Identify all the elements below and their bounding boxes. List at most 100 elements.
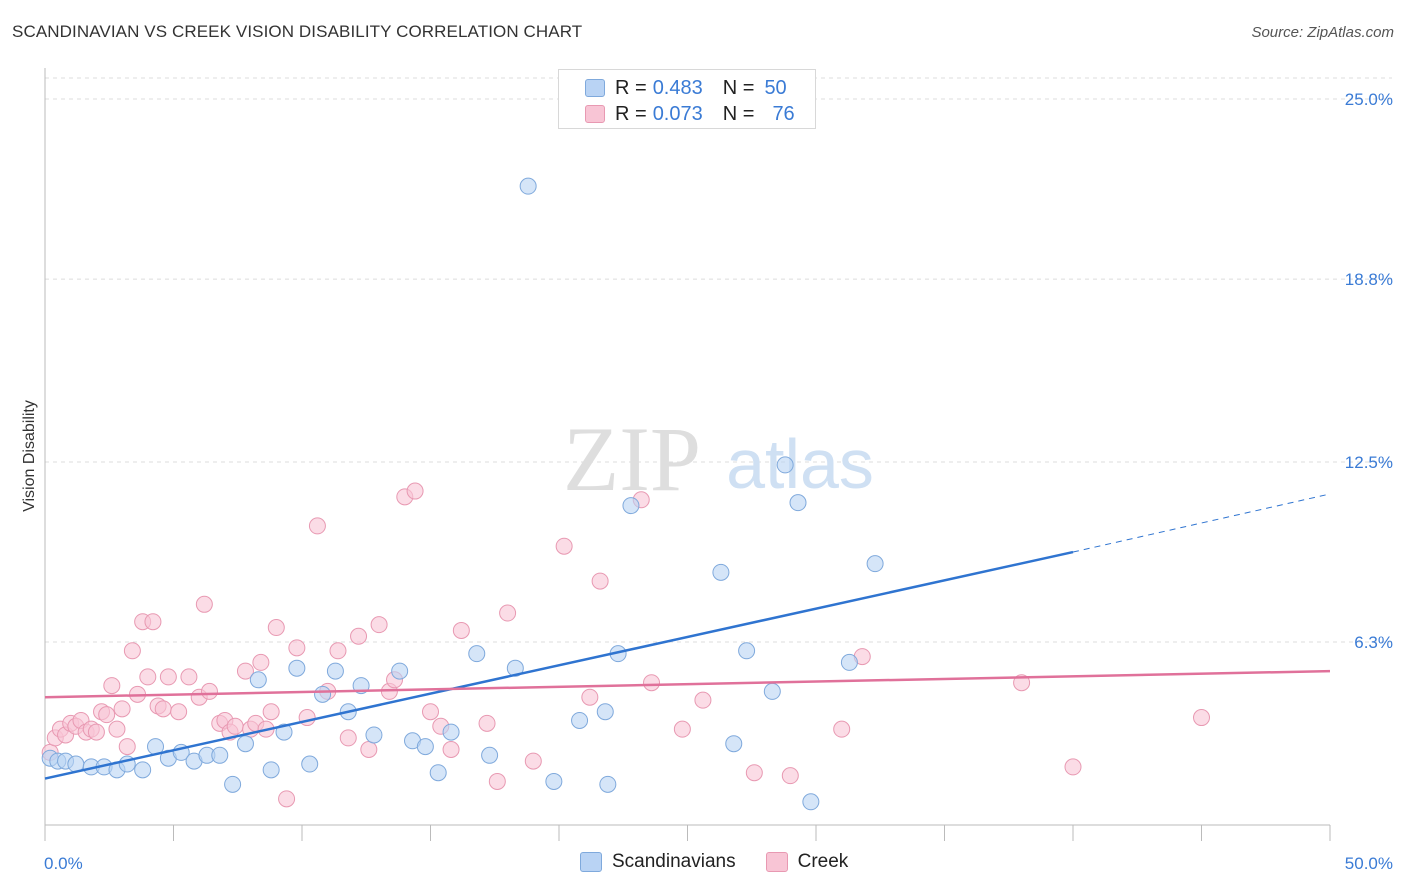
creek-point xyxy=(1193,709,1210,727)
creek-point xyxy=(488,772,506,790)
creek-point xyxy=(591,572,609,590)
creek-point xyxy=(422,703,439,721)
creek-point xyxy=(267,619,285,637)
scandinavians-point xyxy=(288,659,306,677)
creek-point xyxy=(308,517,326,535)
creek-point xyxy=(1013,674,1031,692)
stats-row-creek: R = 0.073 N = 76 xyxy=(585,101,795,127)
creek-point xyxy=(833,720,851,738)
legend-swatch-creek xyxy=(765,852,788,872)
axis-layer xyxy=(44,68,1331,841)
scandinavians-point xyxy=(249,671,267,689)
legend-item-scandinavians[interactable]: Scandinavians xyxy=(580,851,736,873)
scandinavians-point xyxy=(802,793,820,811)
chart-title: SCANDINAVIAN VS CREEK VISION DISABILITY … xyxy=(12,22,583,41)
creek-point xyxy=(360,741,378,758)
watermark: ZIP atlas xyxy=(563,408,874,510)
creek-point xyxy=(694,691,712,709)
scandinavians-point xyxy=(776,456,794,474)
swatch-creek xyxy=(585,105,605,123)
creek-point xyxy=(98,706,116,724)
creek-trendline xyxy=(44,669,1331,699)
creek-point xyxy=(643,674,661,692)
creek-point xyxy=(278,790,296,808)
source-label: Source: ZipAtlas.com xyxy=(1251,24,1394,41)
watermark-atlas: atlas xyxy=(726,425,874,503)
creek-point xyxy=(555,537,573,555)
scandinavians-point xyxy=(211,746,229,764)
scandinavians-point xyxy=(763,682,781,700)
watermark-zip: ZIP xyxy=(563,408,701,510)
creek-point xyxy=(329,642,347,660)
swatch-scandinavians xyxy=(585,79,605,97)
scandinavians-point xyxy=(866,555,884,573)
legend-swatch-scandinavians xyxy=(580,852,602,872)
r-label: R = xyxy=(615,76,647,99)
creek-point xyxy=(673,720,691,738)
creek-point xyxy=(103,677,121,695)
y-tick-label: 25.0% xyxy=(1345,90,1393,109)
series-legend: Scandinavians Creek xyxy=(580,851,878,873)
scandinavians-point xyxy=(481,746,499,764)
creek-point xyxy=(139,668,157,686)
creek-point xyxy=(113,700,131,718)
creek-point xyxy=(745,764,763,782)
scandinavians-point xyxy=(262,761,280,779)
scandinavians-point xyxy=(789,494,807,512)
creek-point xyxy=(108,720,126,738)
scandinavians-point xyxy=(571,711,589,729)
y-tick-label: 12.5% xyxy=(1345,453,1393,472)
scandinavians-point xyxy=(545,772,563,790)
stats-legend: R = 0.483 N = 50 R = 0.073 N = 76 xyxy=(558,69,816,129)
creek-point xyxy=(195,595,213,613)
n-label: N = xyxy=(722,76,755,99)
stats-row-scandinavians: R = 0.483 N = 50 xyxy=(585,75,787,101)
scandinavians-point xyxy=(712,563,730,581)
creek-point xyxy=(226,717,244,735)
legend-label-creek: Creek xyxy=(797,851,849,872)
scandinavians-point xyxy=(840,653,858,671)
creek-point xyxy=(478,714,496,732)
creek-point xyxy=(123,642,141,660)
n-value: 50 xyxy=(764,76,787,99)
scandinavians-point xyxy=(365,726,383,744)
creek-point xyxy=(118,738,136,756)
creek-point xyxy=(350,627,368,645)
n-label: N = xyxy=(722,102,755,125)
scandinavians-point xyxy=(236,735,254,753)
grid-layer xyxy=(45,77,1392,643)
scandinavians-point xyxy=(224,775,242,793)
scandinavians-point xyxy=(134,761,152,779)
tick-label-layer: 6.3% 12.5% 18.8% 25.0% 0.0% 50.0% xyxy=(44,90,1393,873)
creek-point xyxy=(180,668,198,686)
creek-point xyxy=(524,752,542,770)
scandinavians-point xyxy=(738,642,756,660)
scandinavians-point xyxy=(468,645,486,663)
r-value: 0.483 xyxy=(652,76,703,99)
creek-point xyxy=(781,767,799,785)
x-tick-label: 50.0% xyxy=(1345,854,1393,873)
creek-point xyxy=(262,703,280,721)
scandinavians-point xyxy=(429,764,447,782)
r-label: R = xyxy=(615,102,647,125)
creek-point xyxy=(252,653,270,671)
legend-item-creek[interactable]: Creek xyxy=(765,851,849,873)
trend-layer xyxy=(44,493,1331,780)
scandinavians-point xyxy=(314,685,332,703)
creek-point xyxy=(288,639,306,657)
creek-point xyxy=(87,723,105,741)
creek-point xyxy=(442,741,460,758)
scandinavians-trendline xyxy=(44,550,1074,780)
r-value: 0.073 xyxy=(652,102,703,125)
creek-point xyxy=(452,621,470,639)
creek-point xyxy=(170,703,188,721)
creek-point xyxy=(339,729,357,747)
creek-point xyxy=(499,604,517,622)
scandinavians-point xyxy=(275,723,293,741)
scandinavians-point xyxy=(599,775,617,793)
scandinavians-point xyxy=(391,662,409,680)
creek-point xyxy=(406,482,424,500)
creek-point xyxy=(581,688,599,706)
creek-point xyxy=(154,700,172,718)
